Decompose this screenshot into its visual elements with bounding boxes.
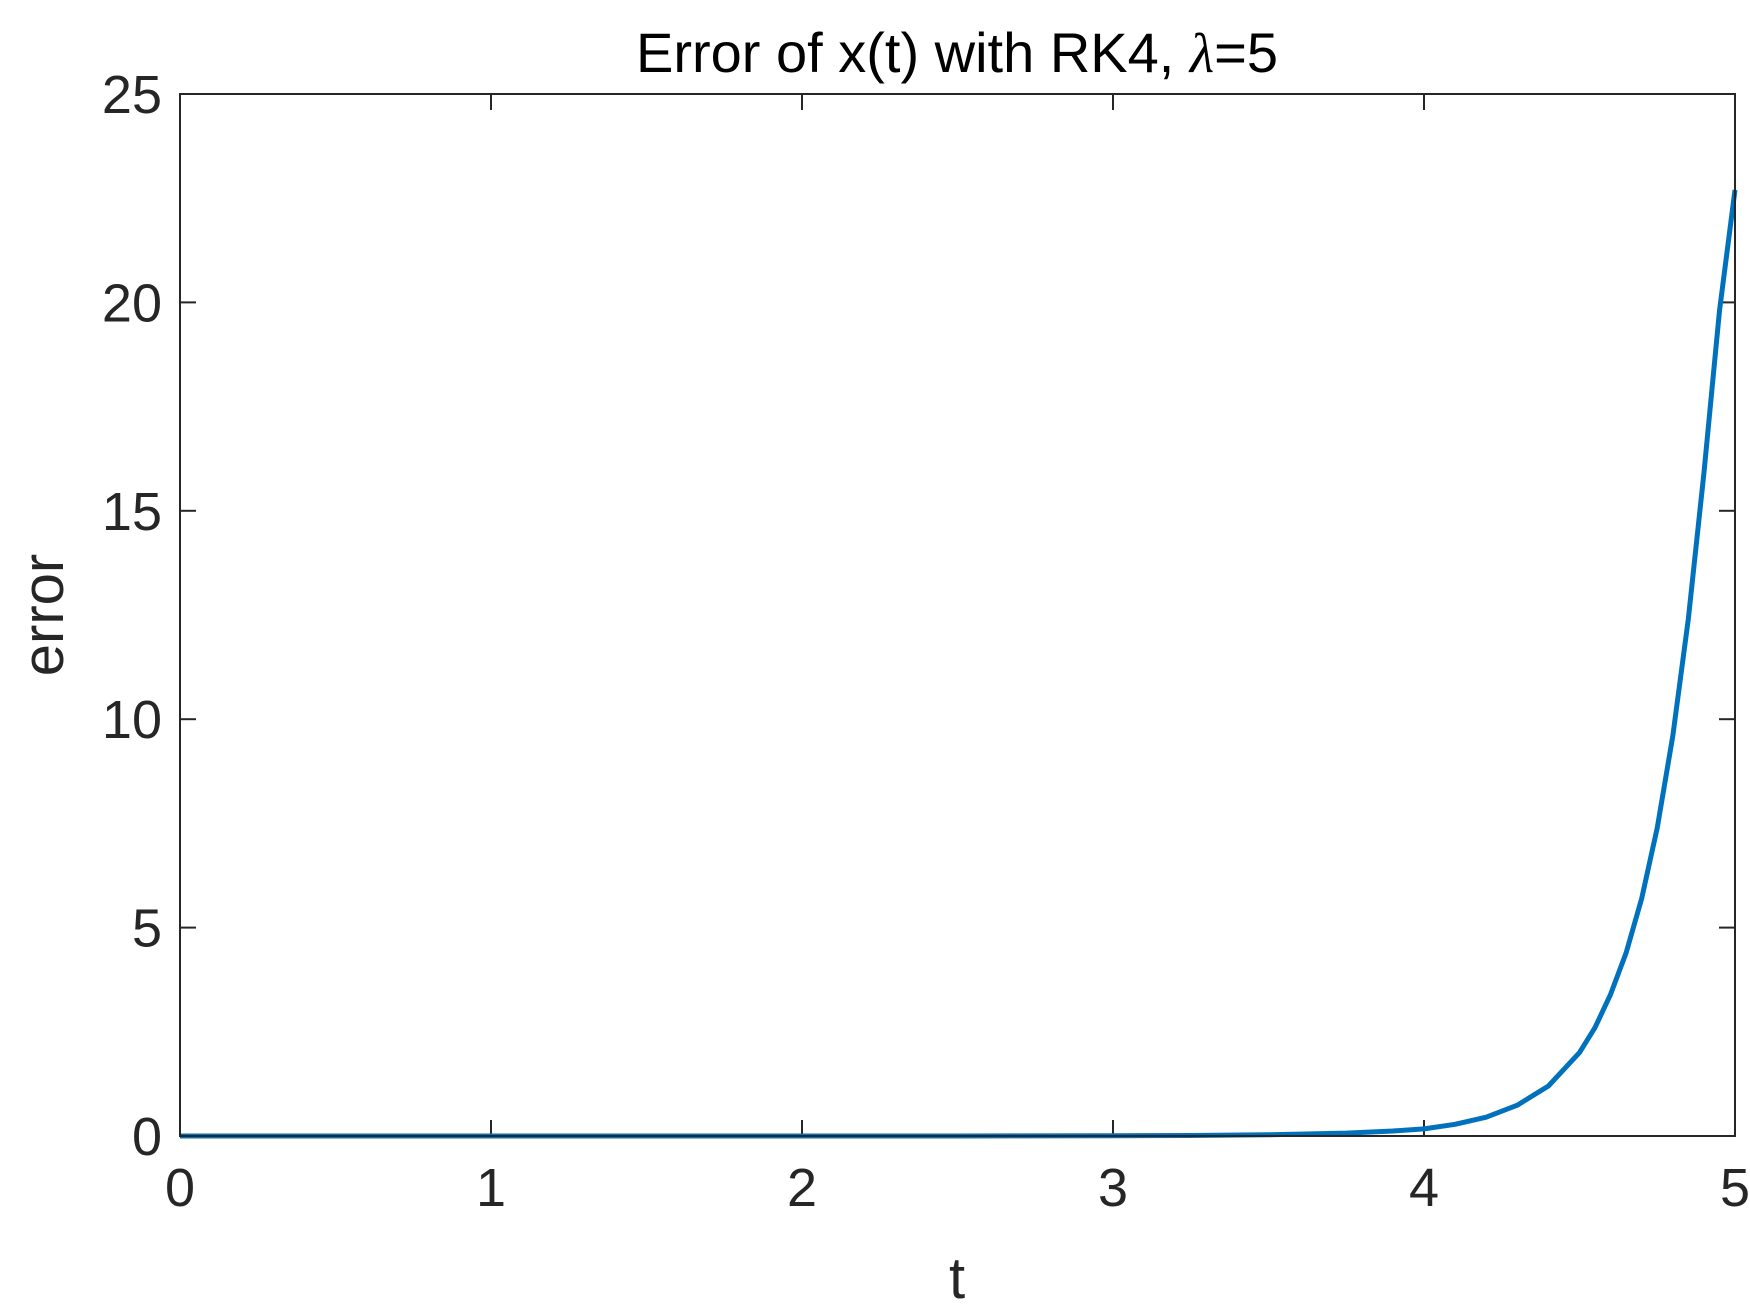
x-tick-label: 5 bbox=[1720, 1158, 1750, 1218]
tick-labels-group: 0 1 2 3 4 5 0 5 10 15 20 25 bbox=[102, 65, 1750, 1218]
plot-area bbox=[180, 94, 1735, 1136]
y-tick-label: 20 bbox=[102, 273, 162, 333]
x-axis-label: t bbox=[949, 1246, 965, 1311]
chart-title-lambda-symbol: λ bbox=[1188, 23, 1214, 85]
chart-title: Error of x(t) with RK4, λ=5 bbox=[636, 21, 1278, 85]
chart-title-suffix: =5 bbox=[1214, 21, 1278, 84]
chart-title-text: Error of x(t) with RK4, bbox=[636, 21, 1190, 84]
y-tick-label: 15 bbox=[102, 482, 162, 542]
y-tick-label: 0 bbox=[132, 1107, 162, 1167]
x-tick-label: 1 bbox=[476, 1158, 506, 1218]
y-tick-label: 5 bbox=[132, 899, 162, 959]
axes-frame bbox=[179, 93, 1736, 1137]
x-tick-label: 2 bbox=[787, 1158, 817, 1218]
x-tick-label: 0 bbox=[165, 1158, 195, 1218]
y-tick-label: 25 bbox=[102, 65, 162, 125]
y-axis-label: error bbox=[11, 554, 76, 676]
x-tick-label: 4 bbox=[1409, 1158, 1439, 1218]
y-tick-label: 10 bbox=[102, 690, 162, 750]
x-tick-label: 3 bbox=[1098, 1158, 1128, 1218]
